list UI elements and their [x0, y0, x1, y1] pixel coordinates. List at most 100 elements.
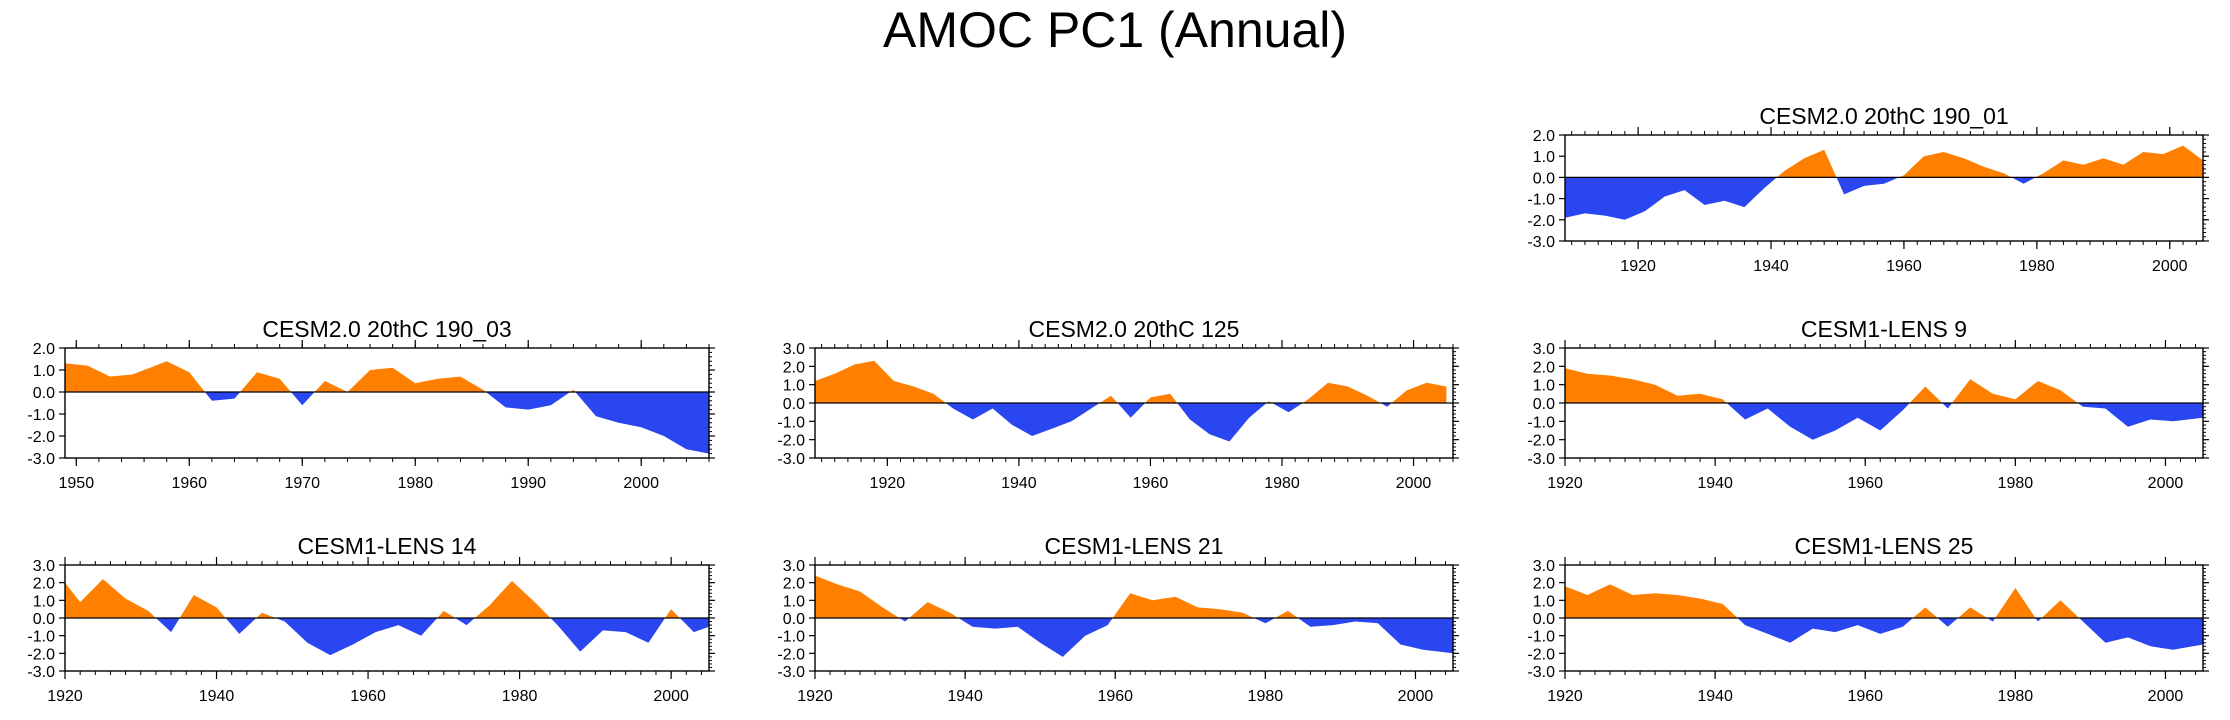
- y-tick-label: 2.0: [1533, 359, 1555, 376]
- x-tick-label: 1980: [502, 688, 538, 705]
- positive-area: [1565, 368, 2203, 403]
- x-tick-label: 1960: [1097, 688, 1133, 705]
- negative-area: [1565, 618, 2203, 650]
- y-tick-label: 0.0: [783, 611, 805, 628]
- y-tick-label: -2.0: [777, 433, 805, 450]
- x-tick-label: 1980: [1998, 688, 2034, 705]
- y-tick-label: -2.0: [27, 646, 55, 663]
- negative-area: [815, 403, 1447, 442]
- panel-title: CESM2.0 20thC 190_01: [1759, 103, 2008, 129]
- y-tick-label: -1.0: [777, 414, 805, 431]
- x-tick-label: 2000: [2152, 258, 2188, 275]
- y-tick-label: 1.0: [783, 378, 805, 395]
- panel-title: CESM1-LENS 25: [1795, 533, 1974, 559]
- x-tick-label: 1920: [870, 475, 906, 492]
- chart-panel-7: CESM1-LENS 25 3.02.01.00.0-1.0-2.0-3.0 192…: [1527, 533, 2209, 705]
- y-tick-label: 1.0: [33, 363, 55, 380]
- x-tick-label: 1920: [47, 688, 83, 705]
- y-tick-label: -1.0: [1527, 414, 1555, 431]
- y-tick-label: 3.0: [783, 558, 805, 575]
- x-tick-label: 2000: [1396, 475, 1432, 492]
- y-tick-label: -1.0: [777, 629, 805, 646]
- x-tick-label: 1960: [1133, 475, 1169, 492]
- positive-area: [65, 579, 709, 618]
- y-tick-label: 0.0: [33, 385, 55, 402]
- panel-title: CESM2.0 20thC 190_03: [262, 316, 511, 342]
- panel-title: CESM1-LENS 9: [1801, 316, 1967, 342]
- panel-title: CESM1-LENS 21: [1045, 533, 1224, 559]
- x-tick-label: 1920: [797, 688, 833, 705]
- y-tick-label: 3.0: [1533, 558, 1555, 575]
- x-tick-label: 1960: [350, 688, 386, 705]
- chart-panel-6: CESM1-LENS 21 3.02.01.00.0-1.0-2.0-3.0 192…: [777, 533, 1459, 705]
- plot-frame: [1564, 134, 2204, 242]
- x-tick-label: 1980: [2019, 258, 2055, 275]
- y-tick-label: 1.0: [33, 593, 55, 610]
- y-tick-label: 3.0: [783, 341, 805, 358]
- x-tick-label: 2000: [623, 475, 659, 492]
- y-tick-label: -2.0: [27, 429, 55, 446]
- chart-panel-1: CESM2.0 20thC 190_01 2.0 1.0 0.0 -1.0 -2.0 -3.…: [1527, 103, 2209, 275]
- y-tick-label: 0.0: [1533, 170, 1555, 187]
- y-tick-label: 1.0: [783, 593, 805, 610]
- y-tick-label: -1.0: [27, 629, 55, 646]
- negative-area: [1565, 177, 2203, 220]
- y-tick-label: 2.0: [33, 576, 55, 593]
- negative-area: [65, 618, 709, 656]
- chart-panel-4: CESM1-LENS 9 3.02.0 1.00.0-1.0 -2.0-3.0 1920…: [1527, 316, 2209, 492]
- y-tick-label: -3.0: [1527, 664, 1555, 681]
- y-tick-label: 3.0: [1533, 341, 1555, 358]
- positive-area: [1565, 145, 2203, 178]
- y-tick-label: 0.0: [1533, 611, 1555, 628]
- y-tick-label: 0.0: [1533, 396, 1555, 413]
- x-tick-label: 1920: [1547, 688, 1583, 705]
- x-tick-label: 1980: [397, 475, 433, 492]
- y-tick-label: -1.0: [27, 407, 55, 424]
- x-tick-label: 1960: [1847, 475, 1883, 492]
- x-tick-label: 1980: [1248, 688, 1284, 705]
- chart-panel-5: CESM1-LENS 14 3.02.01.00.0-1.0-2.0-3.0 192…: [27, 533, 715, 705]
- y-tick-label: -3.0: [1527, 234, 1555, 251]
- y-tick-label: -3.0: [27, 451, 55, 468]
- x-tick-label: 1970: [284, 475, 320, 492]
- y-tick-label: -1.0: [1527, 629, 1555, 646]
- y-tick-label: 1.0: [1533, 593, 1555, 610]
- x-tick-label: 1960: [1886, 258, 1922, 275]
- negative-area: [1565, 403, 2203, 440]
- y-tick-label: -2.0: [1527, 646, 1555, 663]
- y-tick-label: -3.0: [1527, 451, 1555, 468]
- x-tick-label: 1940: [1001, 475, 1037, 492]
- x-tick-label: 1940: [1697, 475, 1733, 492]
- plot-frame: [64, 347, 710, 459]
- y-tick-label: 1.0: [1533, 378, 1555, 395]
- y-tick-label: -2.0: [1527, 433, 1555, 450]
- x-tick-label: 1960: [1847, 688, 1883, 705]
- x-tick-label: 1950: [59, 475, 95, 492]
- positive-area: [65, 361, 709, 392]
- positive-area: [1565, 584, 2203, 618]
- positive-area: [815, 575, 1453, 618]
- x-tick-label: 2000: [1398, 688, 1434, 705]
- x-tick-label: 1980: [1264, 475, 1300, 492]
- y-tick-label: 0.0: [33, 611, 55, 628]
- panel-title: CESM2.0 20thC 125: [1029, 316, 1240, 342]
- x-tick-label: 1940: [1753, 258, 1789, 275]
- y-tick-label: -3.0: [27, 664, 55, 681]
- positive-area: [815, 360, 1447, 403]
- x-tick-label: 1990: [510, 475, 546, 492]
- x-tick-label: 2000: [2148, 475, 2184, 492]
- y-tick-label: 1.0: [1533, 149, 1555, 166]
- chart-panel-2: CESM2.0 20thC 190_03 2.0 1.0 0.0 -1.0 -2.0 -3.…: [27, 316, 715, 492]
- y-tick-label: -2.0: [1527, 213, 1555, 230]
- y-tick-label: 2.0: [783, 576, 805, 593]
- x-tick-label: 1980: [1998, 475, 2034, 492]
- x-tick-label: 1920: [1620, 258, 1656, 275]
- negative-area: [65, 392, 709, 454]
- y-tick-label: -3.0: [777, 451, 805, 468]
- y-tick-label: -1.0: [1527, 192, 1555, 209]
- page-title: AMOC PC1 (Annual): [882, 2, 1348, 58]
- y-tick-label: 0.0: [783, 396, 805, 413]
- panel-title: CESM1-LENS 14: [298, 533, 477, 559]
- y-tick-label: 2.0: [1533, 576, 1555, 593]
